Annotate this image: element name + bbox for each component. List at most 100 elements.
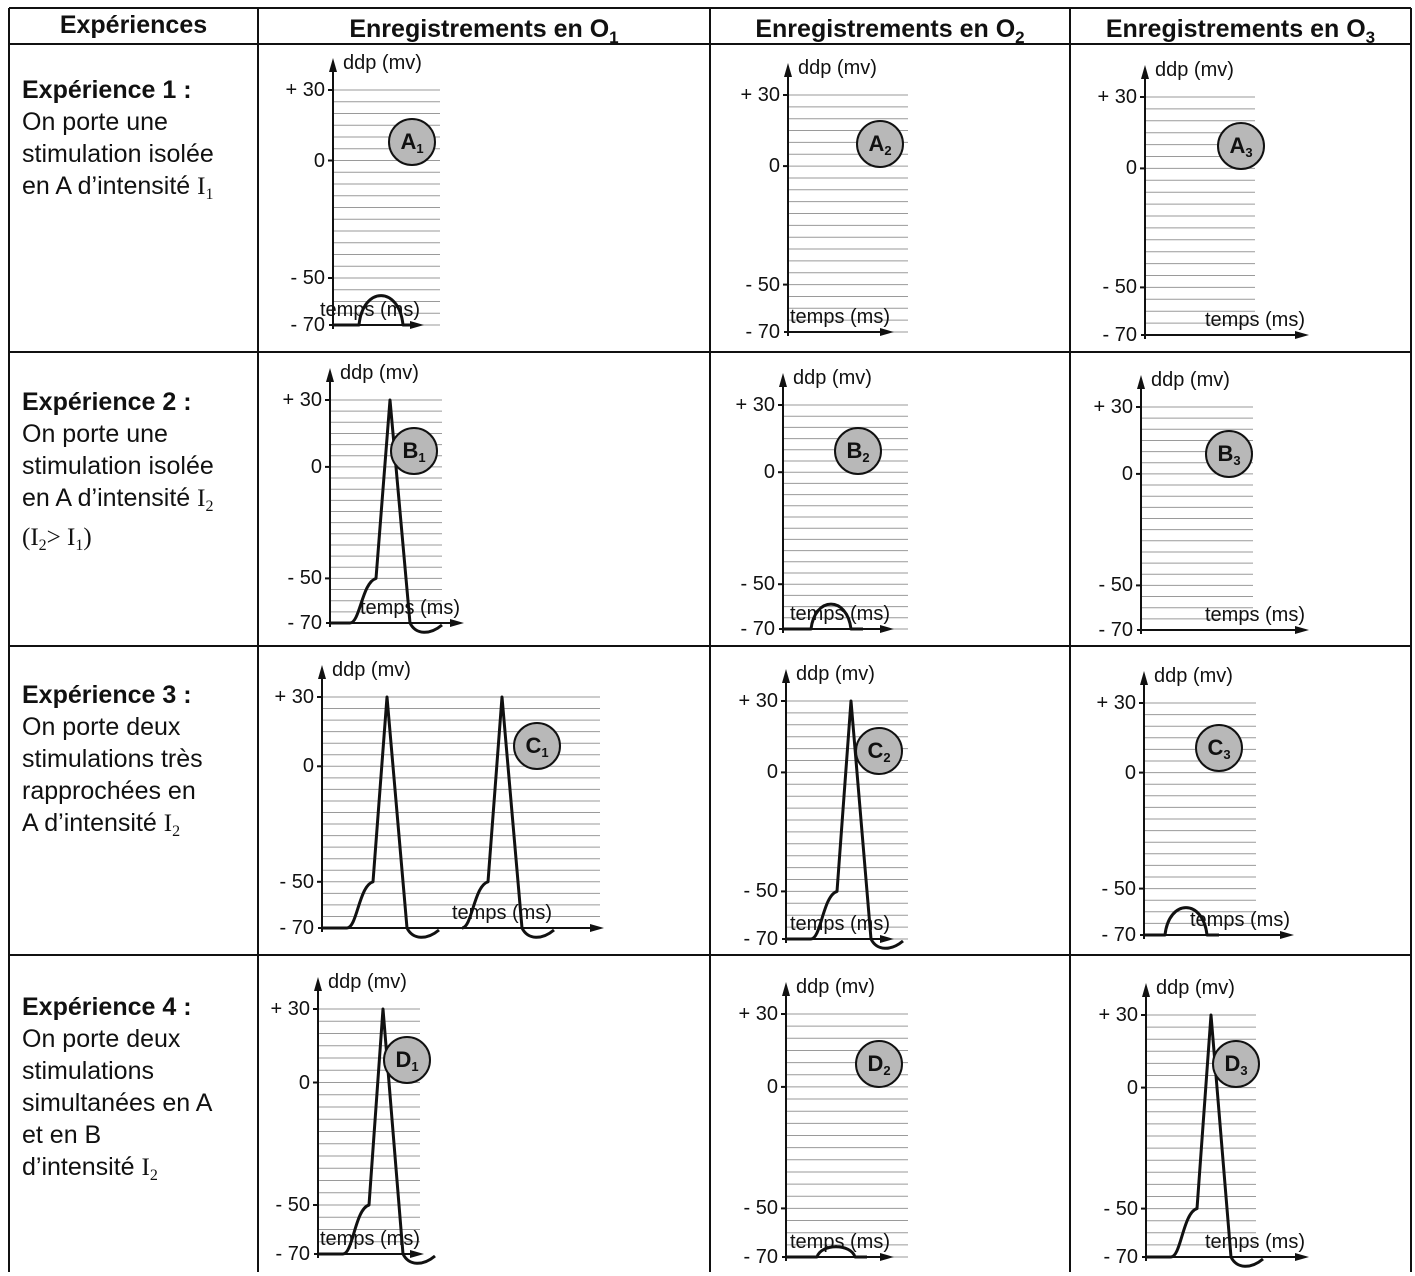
x-axis-label: temps (ms) bbox=[360, 597, 460, 619]
y-tick-label: + 30 bbox=[1098, 1004, 1138, 1026]
y-axis-arrow bbox=[1140, 671, 1148, 685]
y-axis-arrow bbox=[326, 368, 334, 382]
x-axis-label: temps (ms) bbox=[790, 1231, 890, 1253]
y-tick-label: 0 bbox=[768, 155, 780, 178]
header-experiences: Expériences bbox=[9, 10, 258, 40]
experiment-1-intensity: I bbox=[197, 173, 206, 200]
x-axis-arrow bbox=[590, 924, 604, 932]
experiment-1-line3: en A d’intensité I1 bbox=[22, 170, 214, 206]
trace-line bbox=[783, 602, 863, 631]
experiment-4-intensity: I bbox=[141, 1154, 150, 1181]
experiment-3-line4: A d’intensité I2 bbox=[22, 807, 203, 843]
trace-line bbox=[330, 398, 443, 634]
y-axis-label: ddp (mv) bbox=[1156, 977, 1235, 999]
header-o1-sub: 1 bbox=[609, 28, 619, 47]
y-axis-label: ddp (mv) bbox=[798, 57, 877, 79]
y-tick-label: + 30 bbox=[1097, 86, 1137, 108]
condition-part-a: (I bbox=[22, 524, 39, 551]
y-tick-label: - 50 bbox=[743, 1197, 778, 1220]
y-axis-arrow bbox=[782, 669, 790, 683]
y-tick-label: - 70 bbox=[279, 917, 314, 939]
x-axis-arrow bbox=[1295, 331, 1309, 339]
experiment-2-title: Expérience 2 : bbox=[22, 388, 192, 416]
header-o1: Enregistrements en O1 bbox=[258, 14, 710, 47]
y-axis-label: ddp (mv) bbox=[1151, 369, 1230, 391]
y-tick-label: + 30 bbox=[1093, 396, 1133, 418]
experiment-1-line1: On porte une bbox=[22, 108, 168, 136]
panel-badge-letter: D bbox=[395, 1047, 412, 1072]
panel-badge-letter: D bbox=[1224, 1051, 1241, 1076]
x-axis-arrow bbox=[880, 625, 894, 633]
trace-line bbox=[1146, 1013, 1264, 1268]
header-o2-label: Enregistrements en O bbox=[755, 15, 1016, 43]
panel-badge-sub: 3 bbox=[1233, 452, 1241, 468]
trace-line bbox=[318, 1007, 436, 1265]
panel-badge-sub: 1 bbox=[418, 449, 426, 465]
y-axis-label: ddp (mv) bbox=[332, 659, 411, 681]
y-tick-label: - 70 bbox=[1098, 619, 1133, 641]
panel-badge-letter: A bbox=[1229, 133, 1246, 158]
header-o2-sub: 2 bbox=[1015, 28, 1025, 47]
y-axis-arrow bbox=[1137, 375, 1145, 389]
y-tick-label: 0 bbox=[766, 761, 778, 784]
experiment-3-line4-text: A d’intensité bbox=[22, 809, 164, 837]
y-tick-label: + 30 bbox=[735, 394, 775, 416]
y-axis-label: ddp (mv) bbox=[328, 971, 407, 993]
y-tick-label: 0 bbox=[1124, 761, 1136, 784]
y-tick-label: + 30 bbox=[274, 686, 314, 708]
y-tick-label: - 50 bbox=[1098, 574, 1133, 597]
x-axis-arrow bbox=[450, 619, 464, 627]
x-axis-label: temps (ms) bbox=[790, 603, 890, 625]
panel-badge-letter: B bbox=[846, 438, 863, 463]
y-axis-arrow bbox=[318, 665, 326, 679]
panel-badge-letter: A bbox=[400, 129, 417, 154]
y-tick-label: 0 bbox=[763, 461, 775, 484]
experiment-3-line3: rapprochées en bbox=[22, 777, 196, 805]
experiment-1-intensity-sub: 1 bbox=[205, 186, 214, 203]
x-axis-arrow bbox=[410, 321, 424, 329]
y-axis-label: ddp (mv) bbox=[1154, 665, 1233, 687]
y-tick-label: - 70 bbox=[745, 321, 780, 343]
y-tick-label: - 50 bbox=[287, 567, 322, 590]
experiment-3-line2: stimulations très bbox=[22, 745, 203, 773]
experiment-4-intensity-sub: 2 bbox=[149, 1167, 158, 1184]
experiment-2-intensity-sub: 2 bbox=[205, 498, 214, 515]
y-tick-label: 0 bbox=[310, 455, 322, 478]
condition-sub-b: 1 bbox=[75, 537, 84, 554]
y-tick-label: - 70 bbox=[743, 928, 778, 950]
experiment-4-title: Expérience 4 : bbox=[22, 993, 192, 1021]
panel-badge-letter: C bbox=[525, 733, 542, 758]
panel-badge-sub: 2 bbox=[883, 1062, 891, 1078]
y-tick-label: - 70 bbox=[287, 612, 322, 634]
x-axis-label: temps (ms) bbox=[790, 913, 890, 935]
y-tick-label: - 50 bbox=[1103, 1197, 1138, 1220]
y-axis-label: ddp (mv) bbox=[340, 362, 419, 384]
y-axis-arrow bbox=[329, 58, 337, 72]
panel-badge-letter: B bbox=[402, 438, 419, 463]
experiment-3-intensity-sub: 2 bbox=[172, 823, 181, 840]
y-tick-label: - 50 bbox=[279, 870, 314, 893]
header-o2: Enregistrements en O2 bbox=[710, 14, 1070, 47]
x-axis-label: temps (ms) bbox=[452, 902, 552, 924]
panel-badge-sub: 1 bbox=[416, 140, 424, 156]
trace-line bbox=[322, 695, 555, 939]
trace-line bbox=[786, 699, 904, 950]
panel-badge-sub: 2 bbox=[884, 142, 892, 158]
panel-badge-letter: D bbox=[867, 1051, 884, 1076]
experiment-1-line2: stimulation isolée bbox=[22, 140, 214, 168]
y-tick-label: + 30 bbox=[738, 1003, 778, 1025]
experiment-4-line5-text: d’intensité bbox=[22, 1153, 142, 1181]
y-tick-label: - 50 bbox=[1101, 877, 1136, 900]
